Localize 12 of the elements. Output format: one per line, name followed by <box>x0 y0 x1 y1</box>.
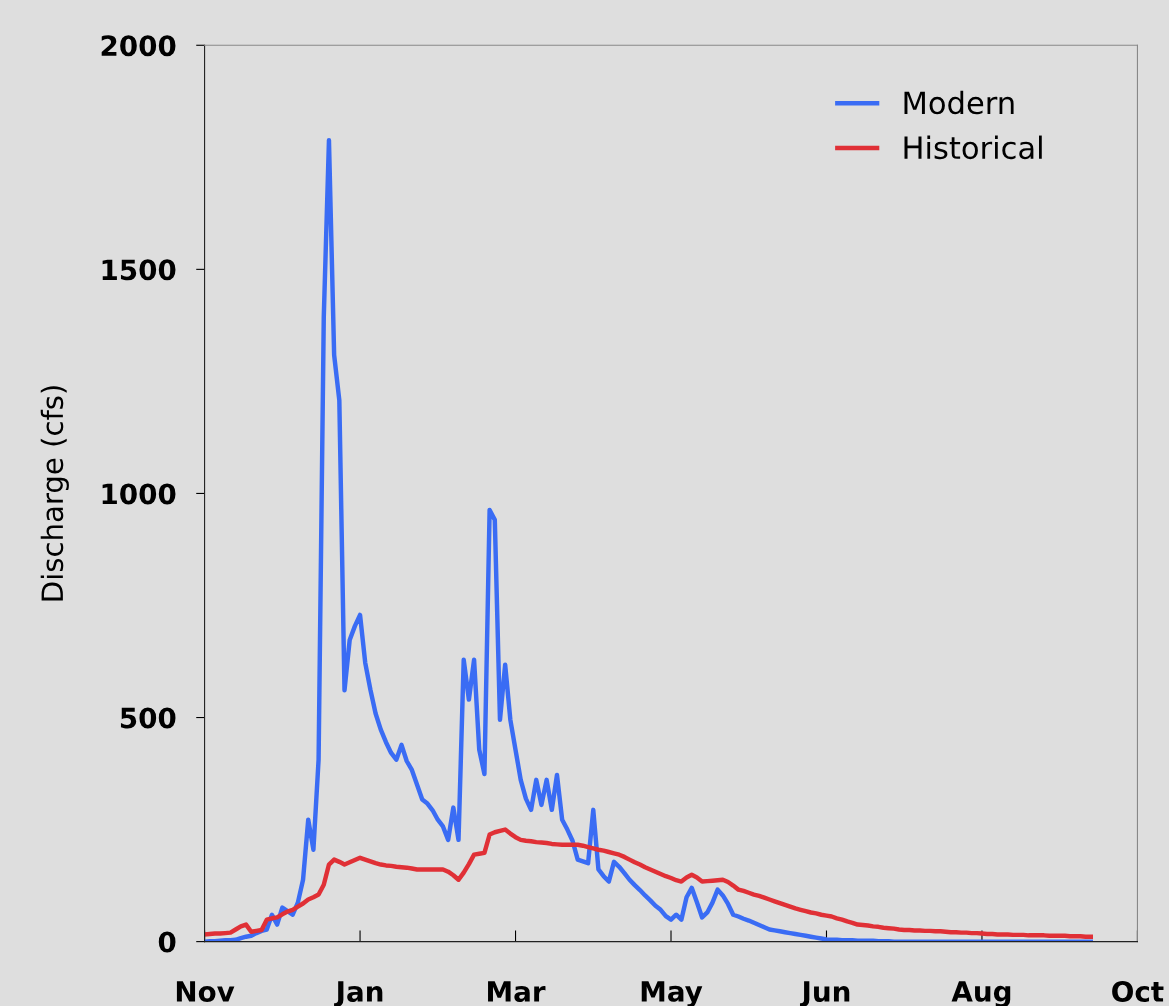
y-tick-label: 0 <box>158 931 176 953</box>
y-axis-title: Discharge (cfs) <box>40 386 69 601</box>
y-tick-label: 1500 <box>102 259 176 281</box>
legend-label: Historical <box>904 135 1042 160</box>
x-tick-label: Nov <box>176 981 235 1003</box>
x-tick-label: Mar <box>488 981 546 1003</box>
line-series <box>204 827 1094 939</box>
y-tick-label: 1000 <box>102 483 176 505</box>
legend-label: Modern <box>904 90 1014 115</box>
y-tick-label: 500 <box>120 707 176 729</box>
x-tick-label: Oct <box>1112 981 1164 1003</box>
y-tick-label: 2000 <box>101 35 176 57</box>
